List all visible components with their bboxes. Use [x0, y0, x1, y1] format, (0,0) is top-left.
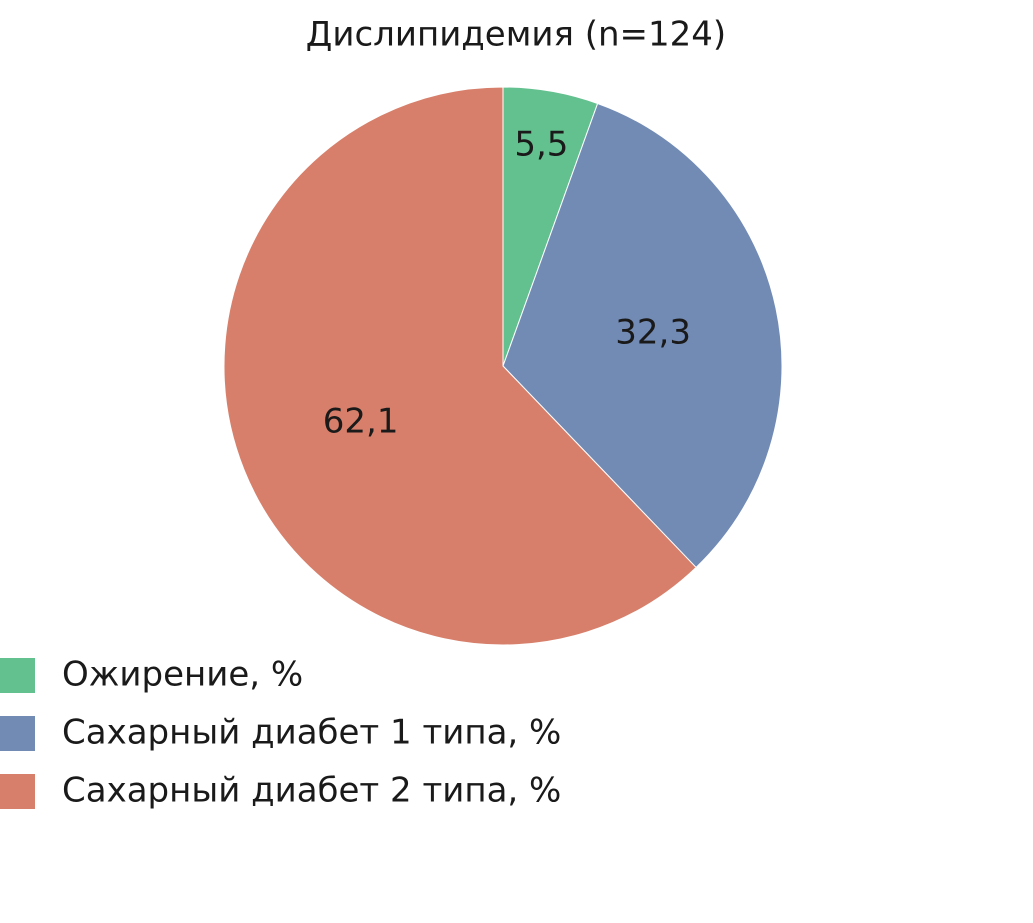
data-label: 32,3 [615, 313, 691, 353]
legend-swatch [0, 774, 35, 809]
legend-label: Ожирение, % [62, 655, 303, 695]
legend-label: Сахарный диабет 2 типа, % [62, 771, 561, 811]
legend-swatch [0, 658, 35, 693]
chart-title: Дислипидемия (n=124) [306, 15, 726, 55]
data-label: 5,5 [514, 125, 568, 165]
data-label: 62,1 [323, 402, 399, 442]
legend-swatch [0, 716, 35, 751]
legend-label: Сахарный диабет 1 типа, % [62, 713, 561, 753]
pie-slice [502, 102, 783, 569]
pie-slice [223, 86, 697, 646]
